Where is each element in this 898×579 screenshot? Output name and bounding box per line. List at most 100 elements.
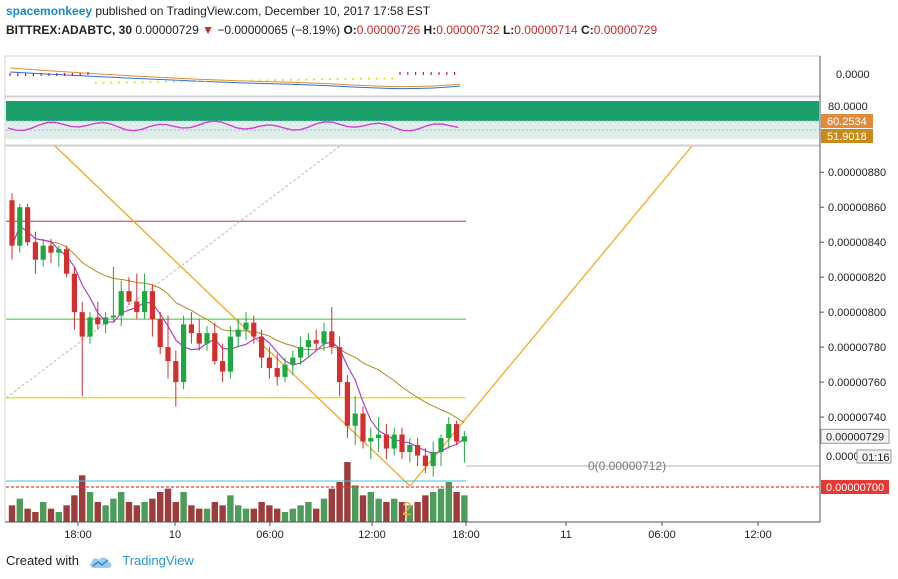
- candle-body: [220, 361, 226, 372]
- candle-body: [329, 331, 335, 348]
- volume-bar: [211, 502, 218, 522]
- candle-body: [266, 357, 272, 369]
- price-panel: [4, 145, 821, 523]
- candle-body: [17, 207, 23, 246]
- volume-bar: [118, 492, 125, 522]
- macd-histogram-dot: [391, 77, 394, 80]
- volume-bar: [242, 508, 250, 522]
- candle-body: [110, 315, 116, 318]
- macd-histogram-dot: [266, 79, 269, 82]
- macd-histogram-dot: [250, 79, 253, 82]
- macd-histogram-dot: [102, 81, 105, 84]
- macd-histogram-dot: [188, 80, 191, 83]
- low-value: 0.00000714: [514, 23, 578, 37]
- volume-bar: [414, 502, 421, 522]
- volume-bar: [133, 505, 140, 522]
- volume-bar: [235, 505, 242, 522]
- high-label: H:: [423, 23, 437, 37]
- close-value: 0.00000729: [593, 23, 658, 37]
- candle-body: [149, 291, 155, 320]
- volume-bar: [430, 492, 437, 522]
- macd-histogram: [9, 72, 456, 84]
- macd-histogram-dot: [235, 79, 238, 82]
- macd-signal-line: [9, 67, 461, 88]
- macd-histogram-dot: [383, 77, 386, 80]
- candle-body: [407, 445, 413, 453]
- macd-histogram-dot: [211, 80, 214, 83]
- volume-bar: [391, 498, 398, 522]
- rsi-line: [7, 120, 459, 132]
- volume-bar: [157, 492, 164, 522]
- volume-bar: [86, 492, 94, 522]
- macd-histogram-dot: [297, 78, 300, 81]
- volume-bar: [305, 502, 312, 522]
- volume-bar: [336, 482, 343, 522]
- macd-histogram-dot: [149, 81, 152, 84]
- candle-body: [212, 333, 218, 362]
- rsi-upper-label: 80.0000: [828, 101, 868, 113]
- macd-histogram-dot: [274, 79, 277, 82]
- countdown-tag: [856, 449, 892, 464]
- volume-bar: [375, 498, 382, 522]
- volume-bar: [40, 502, 47, 522]
- volume-bar: [47, 508, 55, 522]
- volume-bar: [274, 508, 281, 522]
- volume-bar: [125, 502, 133, 522]
- candle-body: [446, 424, 452, 439]
- volume-bar: [445, 482, 452, 522]
- volume-bar: [281, 512, 289, 522]
- candle-body: [173, 361, 179, 383]
- last-price-label: 0.00000729: [826, 431, 884, 443]
- macd-histogram-dot: [157, 80, 160, 83]
- open-value: 0.00000726: [356, 23, 421, 37]
- candle-body: [360, 413, 366, 442]
- candle-body: [461, 436, 467, 442]
- candle-body: [181, 324, 187, 383]
- macd-histogram-dot: [118, 81, 121, 84]
- price-tick-label: 0.00000880: [828, 167, 886, 179]
- tradingview-brand-link[interactable]: TradingView: [122, 553, 194, 568]
- candle-body: [438, 438, 444, 453]
- candle-body: [188, 324, 194, 334]
- time-tick-label: 12:00: [744, 529, 772, 541]
- candle-body: [454, 424, 460, 442]
- candle-body: [313, 340, 319, 344]
- volume-bar: [406, 505, 413, 522]
- candle-body: [56, 249, 62, 253]
- volume-bar: [203, 508, 211, 522]
- volume-bar: [71, 495, 78, 522]
- price-chart[interactable]: 0.0000 80.0000 60.2534 51.9018 0(0.00000…: [0, 40, 898, 550]
- volume-bar: [297, 505, 304, 522]
- published-text: published on TradingView.com, December 1…: [95, 4, 431, 18]
- candle-body: [235, 329, 241, 337]
- volume-bar: [328, 488, 335, 522]
- candle-body: [95, 317, 101, 325]
- time-tick-label: 12:00: [358, 529, 386, 541]
- volume-bar: [164, 488, 172, 522]
- macd-histogram-dot: [180, 80, 183, 83]
- last-price-tag: [820, 428, 890, 444]
- volume-bar: [172, 502, 179, 522]
- macd-axis-label: 0.0000: [836, 69, 870, 81]
- candle-body: [383, 434, 389, 449]
- candle-body: [25, 207, 31, 243]
- candle-body: [126, 291, 132, 302]
- candle-body: [227, 336, 233, 372]
- price-tick-label: 0.00000780: [828, 342, 886, 354]
- volume-bar: [219, 505, 226, 522]
- candle-body: [337, 347, 343, 383]
- support-price-label: 0.00000700: [826, 482, 884, 494]
- volume-bars: [8, 462, 468, 522]
- volume-bar: [313, 508, 320, 522]
- candle-body: [251, 322, 257, 337]
- candle-body: [399, 434, 405, 453]
- volume-bar: [289, 508, 296, 522]
- volume-bar: [344, 462, 351, 522]
- candle-body: [368, 438, 374, 442]
- price-tick-label: 0.00000800: [828, 307, 886, 319]
- last-price: 0.00000729: [135, 23, 199, 37]
- author-link[interactable]: spacemonkeey: [6, 4, 93, 18]
- time-tick-label: 18:00: [452, 529, 480, 541]
- volume-bar: [8, 505, 16, 522]
- time-tick-label: 10: [169, 529, 181, 541]
